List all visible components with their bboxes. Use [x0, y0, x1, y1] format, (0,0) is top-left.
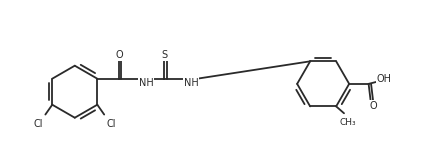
Text: OH: OH	[377, 74, 392, 84]
Text: O: O	[370, 101, 377, 111]
Text: NH: NH	[184, 78, 198, 88]
Text: NH: NH	[138, 78, 153, 88]
Text: Cl: Cl	[34, 119, 43, 129]
Text: S: S	[161, 50, 167, 60]
Text: CH₃: CH₃	[340, 118, 356, 127]
Text: Cl: Cl	[106, 119, 116, 129]
Text: O: O	[115, 50, 123, 60]
